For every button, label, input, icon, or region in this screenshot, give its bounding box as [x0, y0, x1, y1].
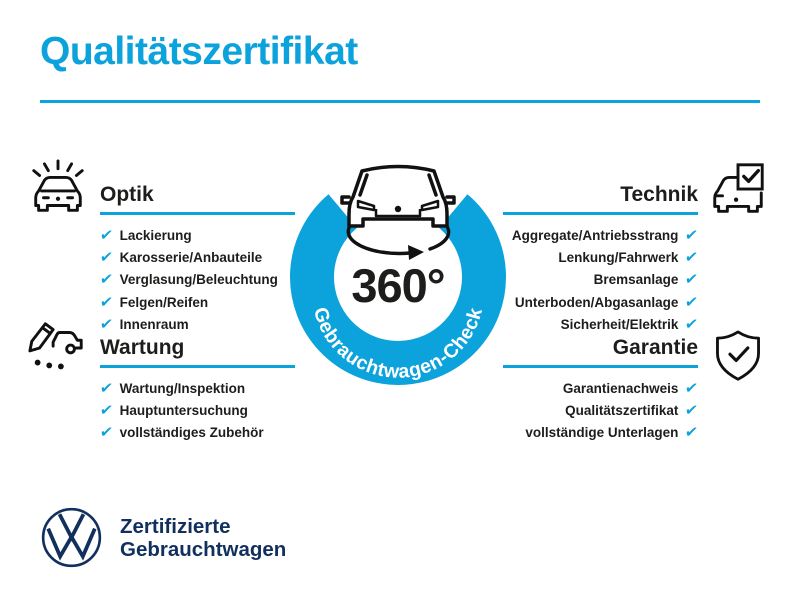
page-title: Qualitätszertifikat [40, 30, 358, 73]
checklist-item: Bremsanlage ✔ [503, 269, 700, 291]
brand-line-2: Gebrauchtwagen [120, 537, 287, 561]
check-icon: ✔ [98, 315, 114, 334]
checklist-item-label: Bremsanlage [593, 272, 679, 288]
checklist-item-label: Qualitätszertifikat [565, 403, 679, 419]
check-icon: ✔ [684, 248, 700, 267]
checklist-item-label: Sicherheit/Elektrik [560, 317, 679, 333]
checklist-item-label: Unterboden/Abgasanlage [514, 294, 679, 310]
checklist-item: Unterboden/Abgasanlage ✔ [503, 291, 700, 313]
section-heading: Wartung [100, 336, 295, 368]
checklist-item-label: Hauptuntersuchung [119, 403, 248, 419]
service-pencil-car-icon [28, 322, 83, 370]
checklist-item: ✔ Innenraum [98, 314, 295, 336]
checklist: ✔ Lackierung ✔ Karosserie/Anbauteile ✔ Verg… [98, 224, 295, 336]
check-icon: ✔ [684, 315, 700, 334]
shield-check-icon [716, 330, 760, 381]
check-icon: ✔ [98, 378, 114, 397]
check-icon: ✔ [98, 292, 114, 311]
checklist-item-label: Innenraum [119, 317, 189, 333]
checklist-item-label: Wartung/Inspektion [119, 380, 246, 396]
footer-brand: Zertifizierte Gebrauchtwagen [40, 506, 286, 569]
checklist-item: ✔ Lackierung [98, 224, 295, 246]
checklist: Garantienachweis ✔ Qualitätszertifikat ✔ v… [503, 377, 700, 444]
section-technik: Technik Aggregate/Antriebsstrang ✔ Lenkun… [503, 183, 700, 336]
check-icon: ✔ [684, 292, 700, 311]
brand-line-1: Zertifizierte [120, 514, 231, 538]
checklist-item: ✔ Karosserie/Anbauteile [98, 246, 295, 268]
360-check-badge: Gebrauchtwagen-Check 360° [290, 164, 506, 385]
checklist-item-label: Garantienachweis [562, 380, 679, 396]
checklist-item: ✔ Felgen/Reifen [98, 291, 295, 313]
check-icon: ✔ [98, 423, 114, 442]
section-heading: Optik [100, 183, 295, 215]
check-icon: ✔ [98, 225, 114, 244]
section-heading: Garantie [503, 336, 698, 368]
checklist-item: Lenkung/Fahrwerk ✔ [503, 246, 700, 268]
check-icon: ✔ [98, 248, 114, 267]
check-icon: ✔ [98, 401, 114, 420]
checklist-item-label: Aggregate/Antriebsstrang [511, 227, 679, 243]
vw-logo [41, 507, 102, 568]
checklist-item: ✔ Verglasung/Beleuchtung [98, 269, 295, 291]
rotating-car-icon [340, 164, 456, 260]
checklist: Aggregate/Antriebsstrang ✔ Lenkung/Fahrwe… [503, 224, 700, 336]
checklist-item: ✔ vollständiges Zubehör [98, 422, 295, 444]
checklist-item-label: Karosserie/Anbauteile [119, 250, 263, 266]
check-icon: ✔ [98, 270, 114, 289]
shiny-car-icon [32, 159, 84, 212]
checklist-item-label: vollständige Unterlagen [525, 425, 679, 441]
title-divider [40, 100, 760, 103]
badge-ring [290, 194, 506, 385]
check-icon: ✔ [684, 423, 700, 442]
checklist-item: Qualitätszertifikat ✔ [503, 399, 700, 421]
checklist-item: ✔ Wartung/Inspektion [98, 377, 295, 399]
checklist-item: Aggregate/Antriebsstrang ✔ [503, 224, 700, 246]
checklist-item-label: Lackierung [119, 227, 192, 243]
section-wartung: Wartung ✔ Wartung/Inspektion ✔ Hauptunters… [98, 336, 295, 444]
section-optik: Optik ✔ Lackierung ✔ Karosserie/Anbauteile… [98, 183, 295, 336]
checklist-item-label: Felgen/Reifen [119, 294, 209, 310]
checklist-item: vollständige Unterlagen ✔ [503, 422, 700, 444]
checklist: ✔ Wartung/Inspektion ✔ Hauptuntersuchung ✔… [98, 377, 295, 444]
checklist-item: Sicherheit/Elektrik ✔ [503, 314, 700, 336]
checklist-item: Garantienachweis ✔ [503, 377, 700, 399]
checklist-item-label: Lenkung/Fahrwerk [558, 250, 679, 266]
check-icon: ✔ [684, 401, 700, 420]
section-heading: Technik [503, 183, 698, 215]
checklist-item: ✔ Hauptuntersuchung [98, 399, 295, 421]
section-garantie: Garantie Garantienachweis ✔ Qualitätszert… [503, 336, 700, 444]
car-checkbox-icon [713, 163, 764, 213]
checklist-item-label: vollständiges Zubehör [119, 425, 264, 441]
badge-center-label: 360° [351, 259, 444, 312]
check-icon: ✔ [684, 270, 700, 289]
check-icon: ✔ [684, 378, 700, 397]
check-icon: ✔ [684, 225, 700, 244]
checklist-item-label: Verglasung/Beleuchtung [119, 272, 278, 288]
brand-text: Zertifizierte Gebrauchtwagen [120, 515, 286, 561]
